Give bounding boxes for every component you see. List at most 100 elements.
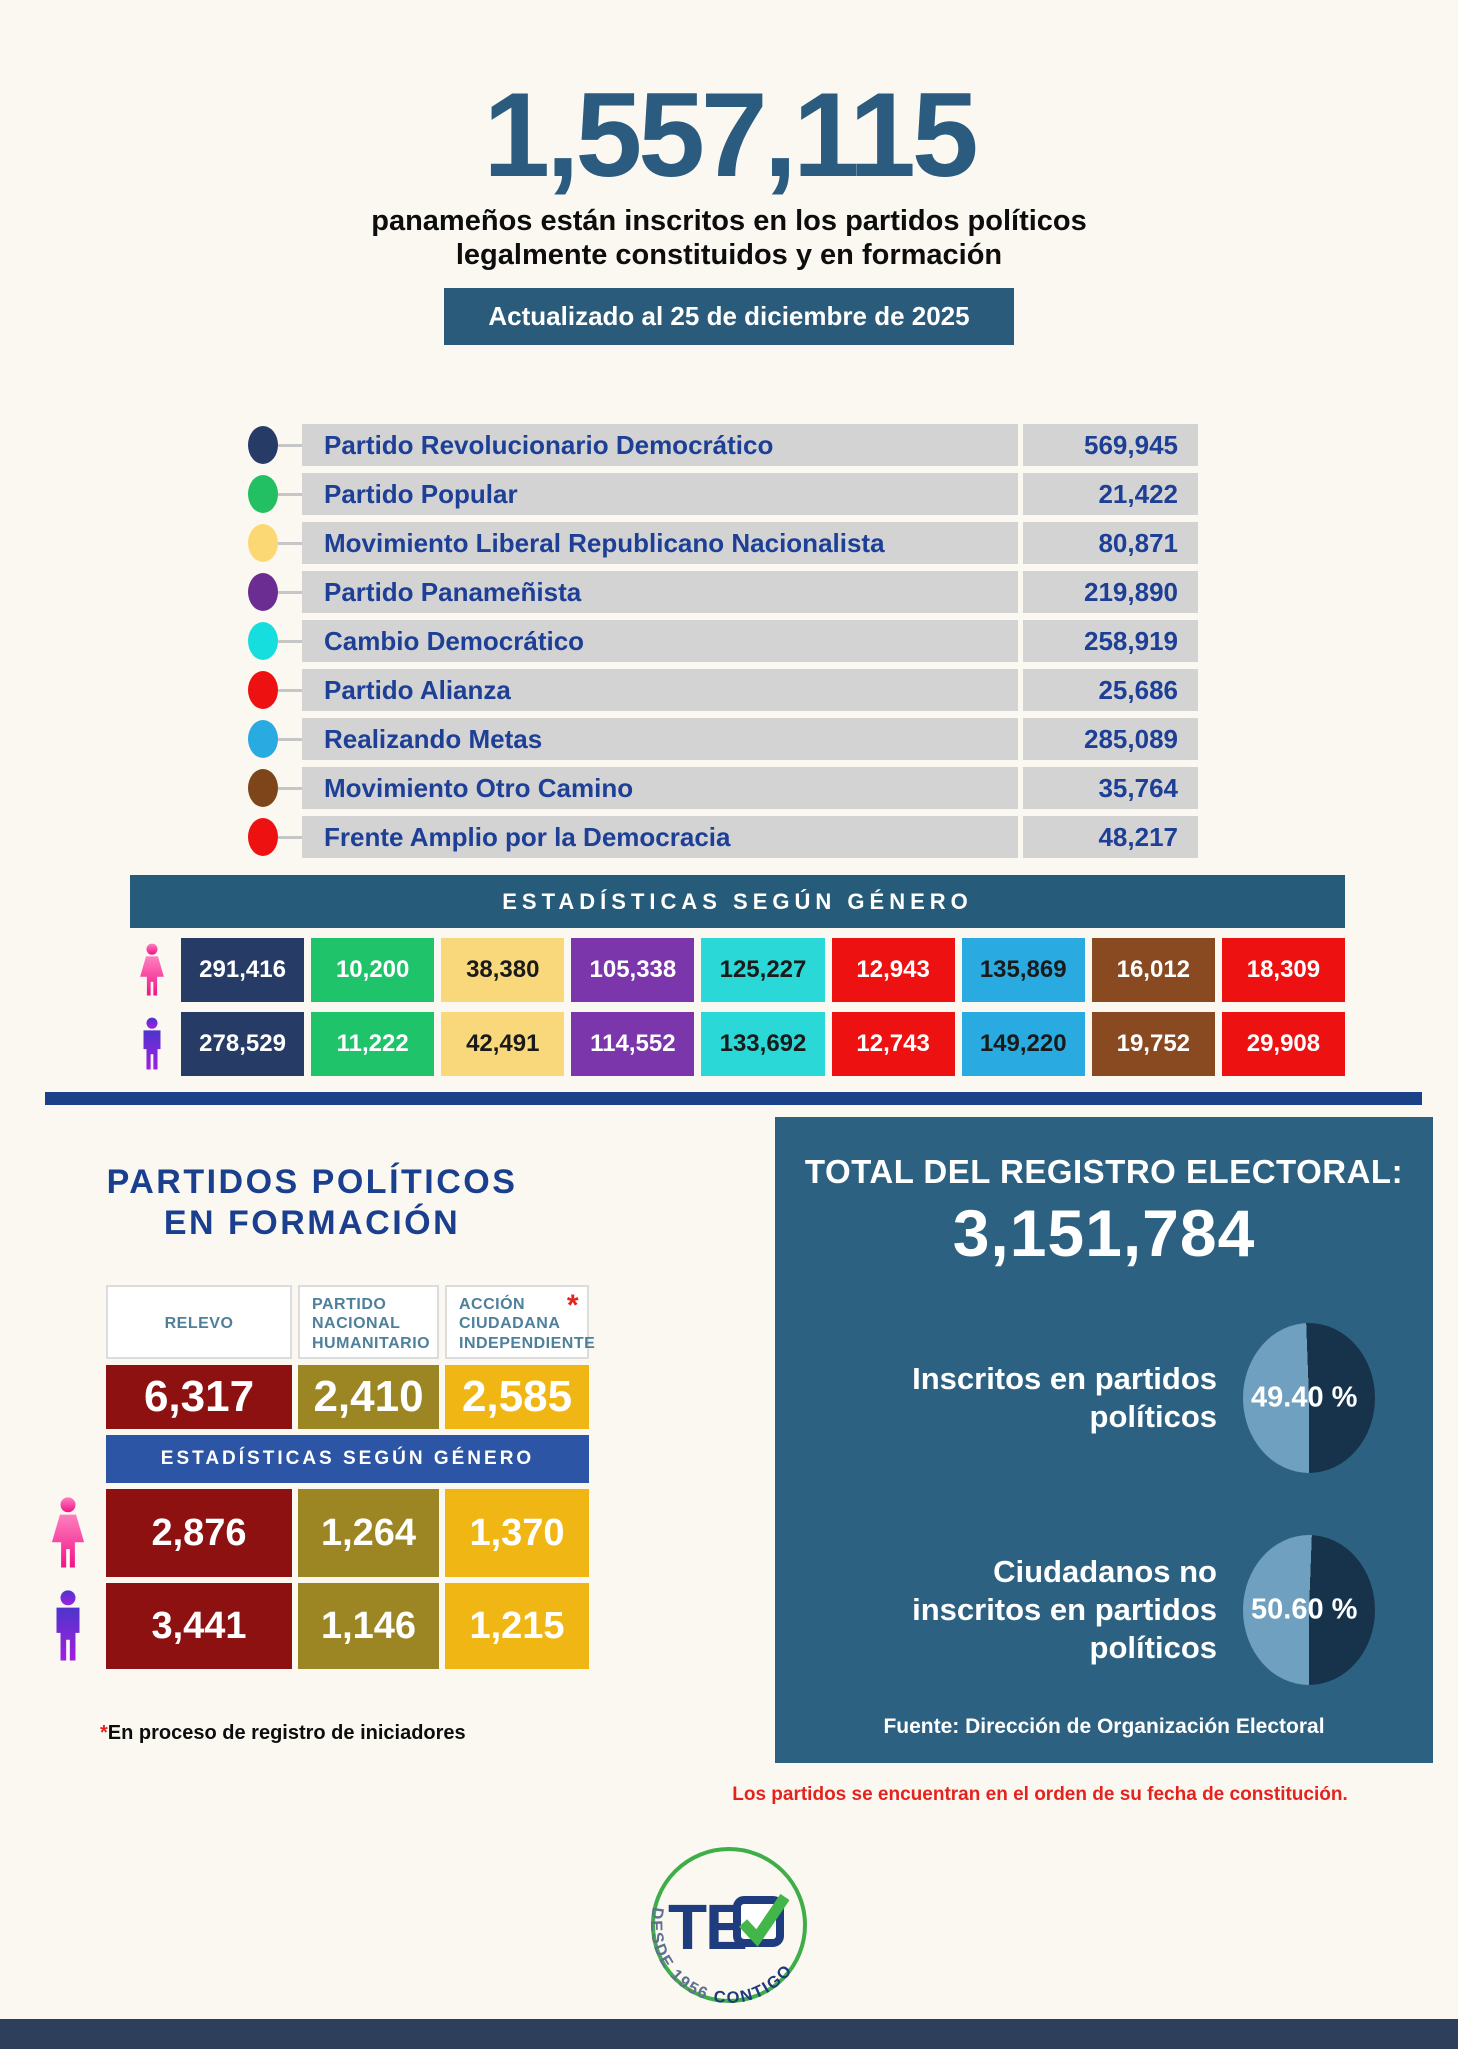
party-name: Partido Alianza	[302, 669, 1018, 711]
pie-chart-inscritos: 49.40 %	[1243, 1323, 1375, 1473]
party-members: 25,686	[1023, 669, 1198, 711]
hero-subtitle: panameños están inscritos en los partido…	[0, 204, 1458, 272]
formation-female-value: 1,264	[298, 1489, 439, 1577]
gender-value: 11,222	[311, 1012, 435, 1076]
gender-value: 135,869	[961, 938, 1085, 1002]
party-name: Frente Amplio por la Democracia	[302, 816, 1018, 858]
formation-total: 2,410	[298, 1365, 439, 1429]
gender-value: 125,227	[701, 938, 825, 1002]
dot-connector	[278, 443, 302, 447]
formation-title: PARTIDOS POLÍTICOS EN FORMACIÓN	[38, 1162, 586, 1244]
bottom-bar	[0, 2019, 1458, 2049]
party-name: Partido Popular	[302, 473, 1018, 515]
dot-connector	[278, 492, 302, 496]
asterisk-marker: *	[566, 1289, 579, 1322]
gender-value: 19,752	[1091, 1012, 1215, 1076]
formation-party-name: ACCIÓN CIUDADANA INDEPENDIENTE	[459, 1296, 596, 1352]
updated-banner: Actualizado al 25 de diciembre de 2025	[444, 288, 1014, 346]
gender-row-female: 291,416 10,200 38,380 105,338 125,227 12…	[130, 938, 1345, 1002]
hero-subtitle-line2: legalmente constituidos y en formación	[455, 239, 1003, 272]
check-icon	[738, 1893, 790, 1947]
gender-value: 16,012	[1091, 938, 1215, 1002]
party-color-dot	[248, 769, 278, 807]
gender-value: 38,380	[441, 938, 565, 1002]
dot-connector	[278, 541, 302, 545]
formation-male-value: 3,441	[106, 1583, 292, 1669]
formation-male-value: 1,215	[445, 1583, 589, 1669]
formation-table: RELEVO PARTIDO NACIONAL HUMANITARIO ACCI…	[36, 1285, 596, 1669]
party-members: 569,945	[1023, 424, 1198, 466]
party-members: 48,217	[1023, 816, 1198, 858]
party-row: Cambio Democrático 258,919	[248, 620, 1198, 662]
formation-title-line1: PARTIDOS POLÍTICOS	[106, 1163, 518, 1201]
party-name: Cambio Democrático	[302, 620, 1018, 662]
gender-stats-header: ESTADÍSTICAS SEGÚN GÉNERO	[130, 875, 1345, 928]
gender-value: 10,200	[311, 938, 435, 1002]
gender-value: 29,908	[1221, 1012, 1345, 1076]
formation-gender-header: ESTADÍSTICAS SEGÚN GÉNERO	[106, 1435, 589, 1483]
constitution-order-note: Los partidos se encuentran en el orden d…	[732, 1784, 1348, 1805]
gender-value: 12,943	[831, 938, 955, 1002]
gender-value: 114,552	[571, 1012, 695, 1076]
party-row: Realizando Metas 285,089	[248, 718, 1198, 760]
party-members: 80,871	[1023, 522, 1198, 564]
formation-total: 2,585	[445, 1365, 589, 1429]
party-name: Movimiento Liberal Republicano Nacionali…	[302, 522, 1018, 564]
male-icon	[36, 1583, 100, 1669]
footnote-asterisk: *	[100, 1722, 108, 1744]
registry-total: 3,151,784	[952, 1196, 1256, 1270]
spacer	[36, 1285, 100, 1359]
dot-connector	[278, 737, 302, 741]
gender-value: 42,491	[441, 1012, 565, 1076]
party-name: Partido Panameñista	[302, 571, 1018, 613]
gender-row-male: 278,529 11,222 42,491 114,552 133,692 12…	[130, 1012, 1345, 1076]
section-divider	[45, 1092, 1422, 1105]
pie-chart-no-inscritos: 50.60 %	[1243, 1535, 1375, 1685]
party-row: Movimiento Liberal Republicano Nacionali…	[248, 522, 1198, 564]
registry-segment-label: Inscritos en partidos políticos	[912, 1361, 1217, 1434]
party-color-dot	[248, 622, 278, 660]
formation-total: 6,317	[106, 1365, 292, 1429]
te-logo: TE DESDE 1956 CONTIGO	[644, 1843, 814, 2015]
logo-circle	[651, 1847, 807, 2003]
female-icon	[36, 1489, 100, 1577]
party-color-dot	[248, 720, 278, 758]
party-name: Movimiento Otro Camino	[302, 767, 1018, 809]
logo-contigo-text: CONTIGO	[713, 1961, 797, 2008]
party-row: Partido Revolucionario Democrático 569,9…	[248, 424, 1198, 466]
hero-subtitle-line1: panameños están inscritos en los partido…	[371, 205, 1087, 237]
party-members: 21,422	[1023, 473, 1198, 515]
dot-connector	[278, 590, 302, 594]
party-row: Partido Panameñista 219,890	[248, 571, 1198, 613]
party-color-dot	[248, 671, 278, 709]
gender-stats-section: ESTADÍSTICAS SEGÚN GÉNERO 291,416 10,200…	[130, 875, 1345, 1076]
party-members: 35,764	[1023, 767, 1198, 809]
male-icon	[130, 1012, 174, 1076]
gender-value: 291,416	[181, 938, 305, 1002]
spacer	[36, 1365, 100, 1429]
gender-value: 133,692	[701, 1012, 825, 1076]
dot-connector	[278, 835, 302, 839]
party-row: Partido Alianza 25,686	[248, 669, 1198, 711]
formation-male-value: 1,146	[298, 1583, 439, 1669]
party-color-dot	[248, 818, 278, 856]
party-members: 285,089	[1023, 718, 1198, 760]
dot-connector	[278, 688, 302, 692]
footnote-text: En proceso de registro de iniciadores	[107, 1722, 466, 1744]
gender-value: 149,220	[961, 1012, 1085, 1076]
spacer	[36, 1435, 100, 1483]
gender-value: 18,309	[1221, 938, 1345, 1002]
formation-female-value: 1,370	[445, 1489, 589, 1577]
source-text: Fuente: Dirección de Organización Electo…	[883, 1715, 1325, 1738]
formation-title-line2: EN FORMACIÓN	[163, 1203, 461, 1242]
pie-percentage: 49.40 %	[1251, 1381, 1358, 1414]
formation-female-value: 2,876	[106, 1489, 292, 1577]
party-list: Partido Revolucionario Democrático 569,9…	[248, 424, 1198, 865]
formation-party-header: RELEVO	[106, 1285, 292, 1359]
party-color-dot	[248, 475, 278, 513]
pie-percentage: 50.60 %	[1251, 1593, 1358, 1626]
party-members: 219,890	[1023, 571, 1198, 613]
formation-party-header: ACCIÓN CIUDADANA INDEPENDIENTE *	[445, 1285, 596, 1359]
footnote: *En proceso de registro de iniciadores	[100, 1722, 466, 1745]
